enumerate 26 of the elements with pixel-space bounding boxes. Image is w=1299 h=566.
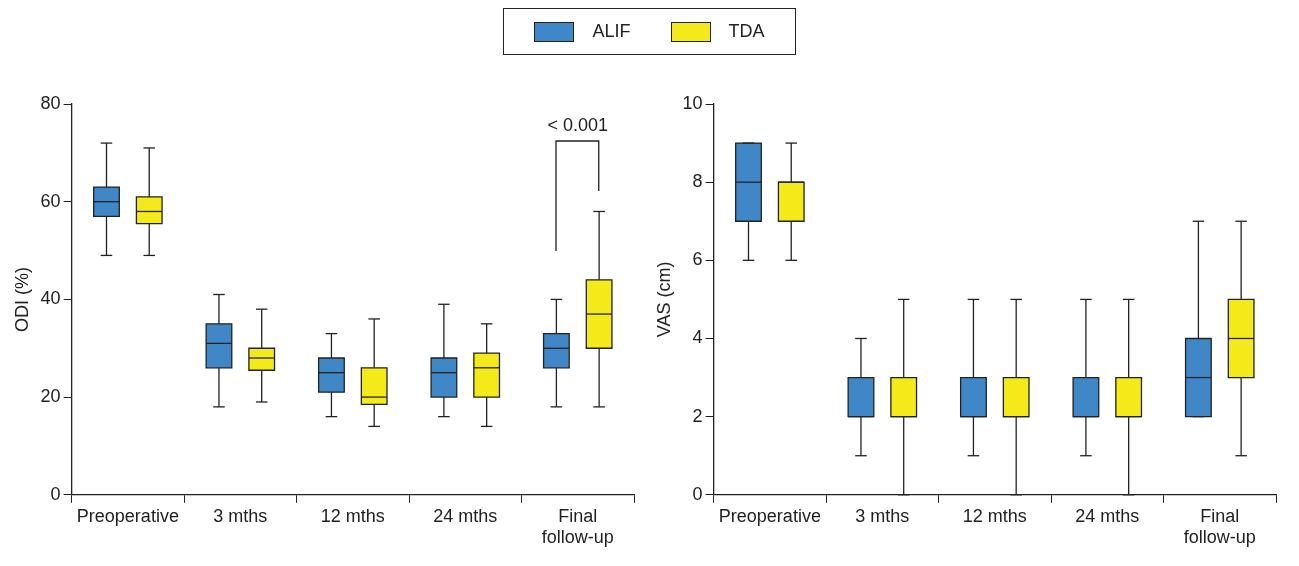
legend-label: ALIF (592, 21, 631, 42)
y-axis-title: VAS (cm) (653, 261, 674, 338)
y-tick-label: 10 (682, 92, 703, 113)
y-tick-label: 8 (692, 171, 703, 192)
x-tick-label: Preoperative (718, 505, 821, 526)
y-tick-label: 20 (40, 386, 61, 407)
y-tick-label: 0 (692, 483, 703, 504)
y-tick-label: 80 (40, 92, 61, 113)
x-tick-label: Preoperative (76, 505, 179, 526)
y-tick-label: 60 (40, 190, 61, 211)
x-tick-label: 3 mths (855, 505, 910, 526)
annotation: < 0.001 (547, 115, 609, 136)
y-tick-label: 4 (692, 327, 703, 348)
x-tick-label: 24 mths (1075, 505, 1140, 526)
y-axis-title: ODI (%) (11, 266, 32, 332)
x-tick-label: Final follow-up (1183, 505, 1256, 548)
legend-label: TDA (728, 21, 765, 42)
x-tick-label: 12 mths (320, 505, 385, 526)
y-tick-label: 2 (692, 405, 703, 426)
x-tick-label: 12 mths (962, 505, 1027, 526)
y-tick-label: 40 (40, 288, 61, 309)
x-tick-label: Final follow-up (541, 505, 614, 548)
y-tick-label: 6 (692, 249, 703, 270)
x-tick-label: 3 mths (213, 505, 268, 526)
y-tick-label: 0 (50, 483, 61, 504)
x-tick-label: 24 mths (433, 505, 498, 526)
